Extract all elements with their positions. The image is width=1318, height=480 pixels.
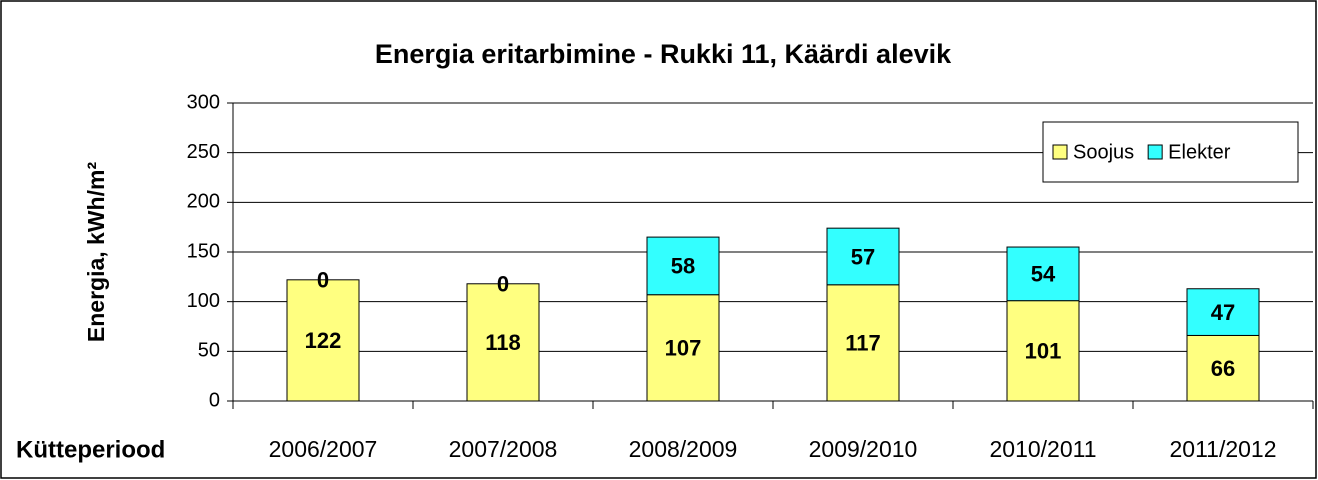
x-tick-label: 2008/2009 <box>629 436 738 462</box>
x-tick-label: 2006/2007 <box>269 436 378 462</box>
y-axis-label: Energia, kWh/m² <box>83 162 109 343</box>
data-label: 0 <box>317 268 329 293</box>
data-label: 101 <box>1025 339 1062 364</box>
y-tick-label: 200 <box>187 191 220 213</box>
legend-swatch <box>1052 144 1068 160</box>
bar-segment <box>826 227 900 286</box>
data-label: 66 <box>1211 356 1235 381</box>
x-tick-label: 2011/2012 <box>1169 436 1276 462</box>
data-label: 117 <box>845 331 881 356</box>
y-tick-label: 50 <box>198 340 220 362</box>
bar-segment <box>646 236 720 296</box>
legend-label: Elekter <box>1168 141 1231 163</box>
data-label: 47 <box>1211 300 1235 325</box>
data-label: 0 <box>497 272 509 297</box>
x-tick-label: 2007/2008 <box>449 436 558 462</box>
data-label: 58 <box>671 254 695 279</box>
data-label: 118 <box>485 330 521 355</box>
y-tick-label: 150 <box>187 240 220 262</box>
data-label: 57 <box>851 244 875 269</box>
legend-label: Soojus <box>1073 141 1134 163</box>
bar-segment <box>466 283 540 402</box>
bar-segment <box>1186 334 1260 402</box>
bar-segment <box>1006 246 1080 302</box>
chart-title: Energia eritarbimine - Rukki 11, Käärdi … <box>375 39 952 69</box>
legend-swatch <box>1147 144 1163 160</box>
bar-segment <box>1186 288 1260 336</box>
x-axis-label: Kütteperiood <box>16 436 165 463</box>
y-tick-label: 0 <box>209 389 220 411</box>
bar-segment <box>826 284 900 402</box>
data-label: 107 <box>665 336 702 361</box>
bar-segment <box>286 279 360 402</box>
data-label: 54 <box>1031 262 1056 287</box>
data-label: 122 <box>305 328 342 353</box>
legend-box <box>1042 121 1299 183</box>
y-tick-label: 100 <box>187 290 220 312</box>
x-tick-label: 2009/2010 <box>809 436 918 462</box>
x-tick-label: 2010/2011 <box>989 436 1096 462</box>
y-tick-label: 300 <box>187 91 220 113</box>
y-tick-label: 250 <box>187 141 220 163</box>
